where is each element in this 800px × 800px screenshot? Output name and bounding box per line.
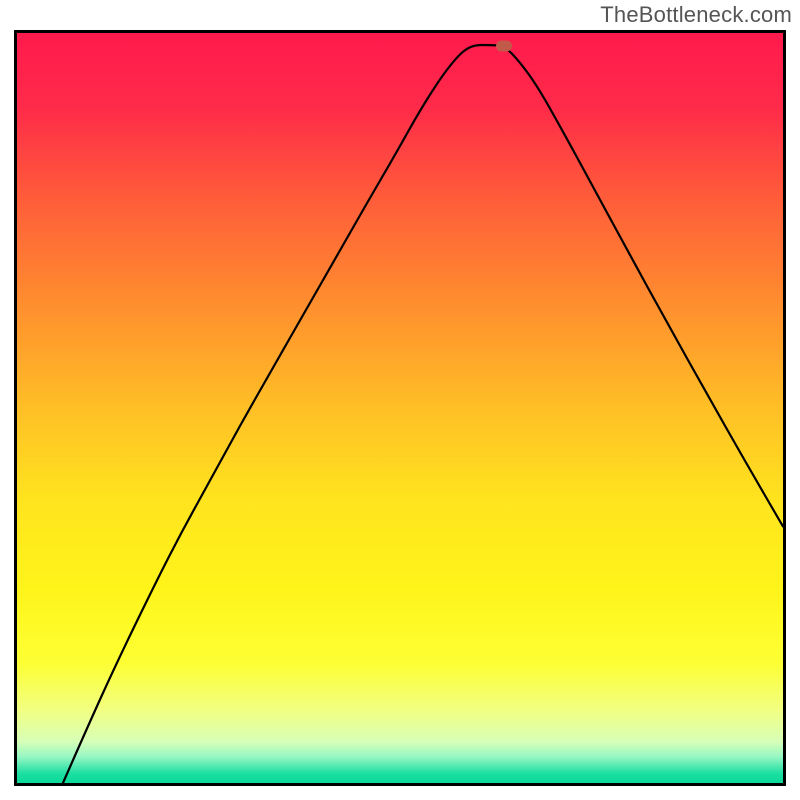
background-gradient — [17, 33, 783, 783]
chart-stage: TheBottleneck.com — [0, 0, 800, 800]
plot-area — [14, 30, 786, 786]
watermark-text: TheBottleneck.com — [600, 2, 792, 28]
